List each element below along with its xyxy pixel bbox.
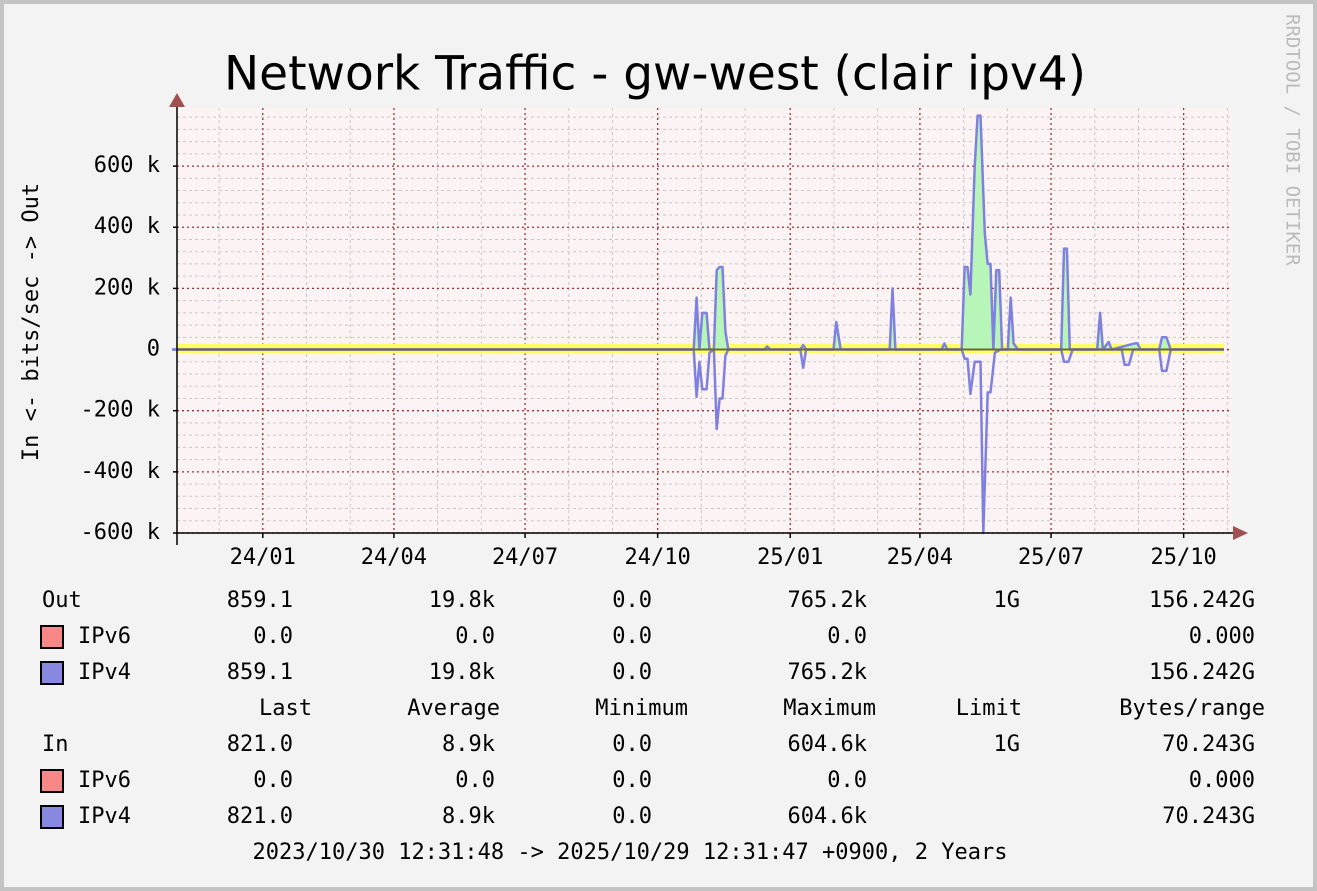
x-tick-label: 24/04 [361,545,427,570]
stat-value: 0.0 [612,660,652,685]
x-tick-label: 25/10 [1151,545,1217,570]
y-tick-label: 0 [147,337,160,362]
x-tick-label: 24/01 [230,545,296,570]
stat-value: 8.9k [442,732,495,757]
stat-value: 0.0 [612,624,652,649]
y-tick-label: 200 k [94,275,160,300]
x-tick-label: 25/07 [1018,545,1084,570]
legend-label: IPv4 [78,660,131,685]
stat-value: 0.0 [612,804,652,829]
legend-group-label: In [42,732,69,757]
stat-value: 0.0 [827,624,867,649]
stat-value: 0.0 [612,732,652,757]
stat-value: 8.9k [442,804,495,829]
stat-value: 0.0 [253,768,293,793]
stat-value: 859.1 [227,660,293,685]
line [172,114,1224,351]
stat-column-header: Average [407,696,500,721]
stat-column-header: Limit [956,696,1022,721]
legend-swatch [40,769,64,793]
stat-value: 156.242G [1149,660,1255,685]
legend-swatch [40,661,64,685]
stat-column-header: Last [259,696,312,721]
stat-value: 765.2k [788,660,867,685]
y-axis-arrow [169,93,185,107]
stat-value: 859.1 [227,588,293,613]
stat-value: 0.0 [827,768,867,793]
x-tick-label: 24/07 [492,545,558,570]
stat-value: 765.2k [788,588,867,613]
stat-value: 70.243G [1162,732,1255,757]
x-tick-label: 25/01 [757,545,823,570]
y-axis-label: In <- bits/sec -> Out [19,183,44,461]
x-tick-label: 25/04 [887,545,953,570]
stat-value: 19.8k [429,660,495,685]
stat-value: 604.6k [788,732,867,757]
stat-column-header: Minimum [595,696,688,721]
legend-group-label: Out [42,588,82,613]
y-tick-label: -600 k [81,520,160,545]
watermark: RRDTOOL / TOBI OETIKER [1282,14,1304,266]
stat-value: 156.242G [1149,588,1255,613]
time-range: 2023/10/30 12:31:48 -> 2025/10/29 12:31:… [253,840,1008,865]
stat-value: 1G [994,732,1021,757]
stat-column-header: Maximum [783,696,876,721]
legend-swatch [40,625,64,649]
stat-value: 821.0 [227,804,293,829]
y-tick-label: -200 k [81,398,160,423]
stat-value: 0.0 [455,768,495,793]
stat-value: 0.000 [1189,768,1255,793]
stat-value: 0.0 [455,624,495,649]
legend-label: IPv6 [78,768,131,793]
stat-value: 0.0 [612,588,652,613]
stat-value: 70.243G [1162,804,1255,829]
stat-value: 0.0 [612,768,652,793]
x-tick-label: 24/10 [625,545,691,570]
legend-swatch [40,805,64,829]
y-tick-label: 600 k [94,153,160,178]
stat-value: 0.0 [253,624,293,649]
stat-value: 1G [994,588,1021,613]
stat-column-header: Bytes/range [1119,696,1265,721]
legend-label: IPv6 [78,624,131,649]
line [172,348,1224,535]
y-tick-label: -400 k [81,459,160,484]
stat-value: 604.6k [788,804,867,829]
chart-title: Network Traffic - gw-west (clair ipv4) [224,47,1086,102]
stat-value: 821.0 [227,732,293,757]
stat-value: 19.8k [429,588,495,613]
legend-label: IPv4 [78,804,131,829]
stat-value: 0.000 [1189,624,1255,649]
x-axis-arrow [1233,526,1248,540]
y-tick-label: 400 k [94,214,160,239]
